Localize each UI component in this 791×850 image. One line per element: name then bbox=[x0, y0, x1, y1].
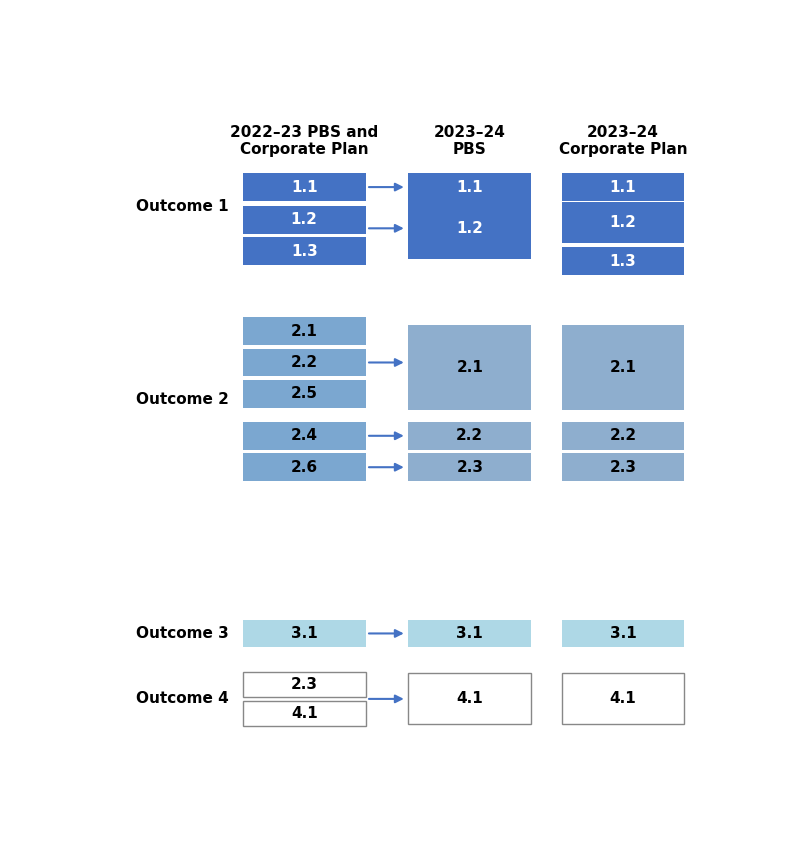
FancyBboxPatch shape bbox=[243, 701, 365, 726]
Text: 2.6: 2.6 bbox=[290, 460, 318, 474]
Text: 2.2: 2.2 bbox=[456, 428, 483, 444]
FancyBboxPatch shape bbox=[243, 672, 365, 697]
Text: Outcome 2: Outcome 2 bbox=[136, 393, 229, 407]
Text: 2.3: 2.3 bbox=[610, 460, 637, 474]
Text: 1.3: 1.3 bbox=[610, 253, 637, 269]
FancyBboxPatch shape bbox=[243, 206, 365, 234]
FancyBboxPatch shape bbox=[408, 173, 531, 201]
Text: 2.5: 2.5 bbox=[291, 387, 318, 401]
FancyBboxPatch shape bbox=[243, 422, 365, 450]
Text: 1.2: 1.2 bbox=[291, 212, 318, 227]
Text: 2.2: 2.2 bbox=[609, 428, 637, 444]
Text: 2022–23 PBS and
Corporate Plan: 2022–23 PBS and Corporate Plan bbox=[230, 125, 378, 157]
FancyBboxPatch shape bbox=[243, 620, 365, 647]
FancyBboxPatch shape bbox=[408, 620, 531, 647]
Text: Outcome 3: Outcome 3 bbox=[136, 626, 229, 641]
Text: 3.1: 3.1 bbox=[291, 626, 318, 641]
Text: 2.1: 2.1 bbox=[610, 360, 637, 375]
Text: 2.4: 2.4 bbox=[291, 428, 318, 444]
FancyBboxPatch shape bbox=[408, 453, 531, 481]
FancyBboxPatch shape bbox=[562, 453, 684, 481]
Text: 2.3: 2.3 bbox=[456, 460, 483, 474]
Text: 2.3: 2.3 bbox=[291, 677, 318, 692]
Text: 3.1: 3.1 bbox=[610, 626, 637, 641]
FancyBboxPatch shape bbox=[562, 247, 684, 275]
FancyBboxPatch shape bbox=[562, 202, 684, 243]
FancyBboxPatch shape bbox=[562, 620, 684, 647]
Text: Outcome 1: Outcome 1 bbox=[136, 199, 229, 214]
Text: 4.1: 4.1 bbox=[610, 691, 637, 706]
FancyBboxPatch shape bbox=[408, 422, 531, 450]
Text: 3.1: 3.1 bbox=[456, 626, 483, 641]
Text: Outcome 4: Outcome 4 bbox=[136, 691, 229, 706]
Text: 1.1: 1.1 bbox=[291, 179, 317, 195]
FancyBboxPatch shape bbox=[408, 326, 531, 411]
FancyBboxPatch shape bbox=[243, 173, 365, 201]
FancyBboxPatch shape bbox=[243, 237, 365, 265]
FancyBboxPatch shape bbox=[408, 197, 531, 259]
Text: 1.2: 1.2 bbox=[610, 215, 637, 230]
Text: 1.1: 1.1 bbox=[456, 179, 483, 195]
Text: 4.1: 4.1 bbox=[291, 706, 318, 721]
Text: 2.2: 2.2 bbox=[290, 355, 318, 370]
FancyBboxPatch shape bbox=[562, 326, 684, 411]
Text: 1.2: 1.2 bbox=[456, 221, 483, 235]
Text: 4.1: 4.1 bbox=[456, 691, 483, 706]
FancyBboxPatch shape bbox=[562, 422, 684, 450]
FancyBboxPatch shape bbox=[408, 673, 531, 724]
Text: 1.3: 1.3 bbox=[291, 244, 318, 258]
Text: 2.1: 2.1 bbox=[291, 324, 318, 338]
Text: 2023–24
PBS: 2023–24 PBS bbox=[433, 125, 505, 157]
Text: 2023–24
Corporate Plan: 2023–24 Corporate Plan bbox=[558, 125, 687, 157]
Text: 2.1: 2.1 bbox=[456, 360, 483, 375]
Text: 1.1: 1.1 bbox=[610, 179, 636, 195]
FancyBboxPatch shape bbox=[243, 453, 365, 481]
FancyBboxPatch shape bbox=[243, 348, 365, 377]
FancyBboxPatch shape bbox=[243, 380, 365, 408]
FancyBboxPatch shape bbox=[562, 673, 684, 724]
FancyBboxPatch shape bbox=[243, 317, 365, 345]
FancyBboxPatch shape bbox=[562, 173, 684, 201]
